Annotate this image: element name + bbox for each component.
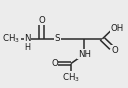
Text: NH: NH — [78, 50, 91, 59]
Text: O: O — [51, 59, 58, 68]
Text: CH$_3$: CH$_3$ — [2, 33, 20, 45]
Text: H: H — [24, 43, 30, 52]
Text: OH: OH — [110, 24, 124, 33]
Text: CH$_3$: CH$_3$ — [62, 72, 80, 84]
Text: N: N — [24, 34, 30, 43]
Text: O: O — [38, 16, 45, 25]
Text: O: O — [112, 46, 119, 55]
Text: S: S — [55, 34, 60, 43]
